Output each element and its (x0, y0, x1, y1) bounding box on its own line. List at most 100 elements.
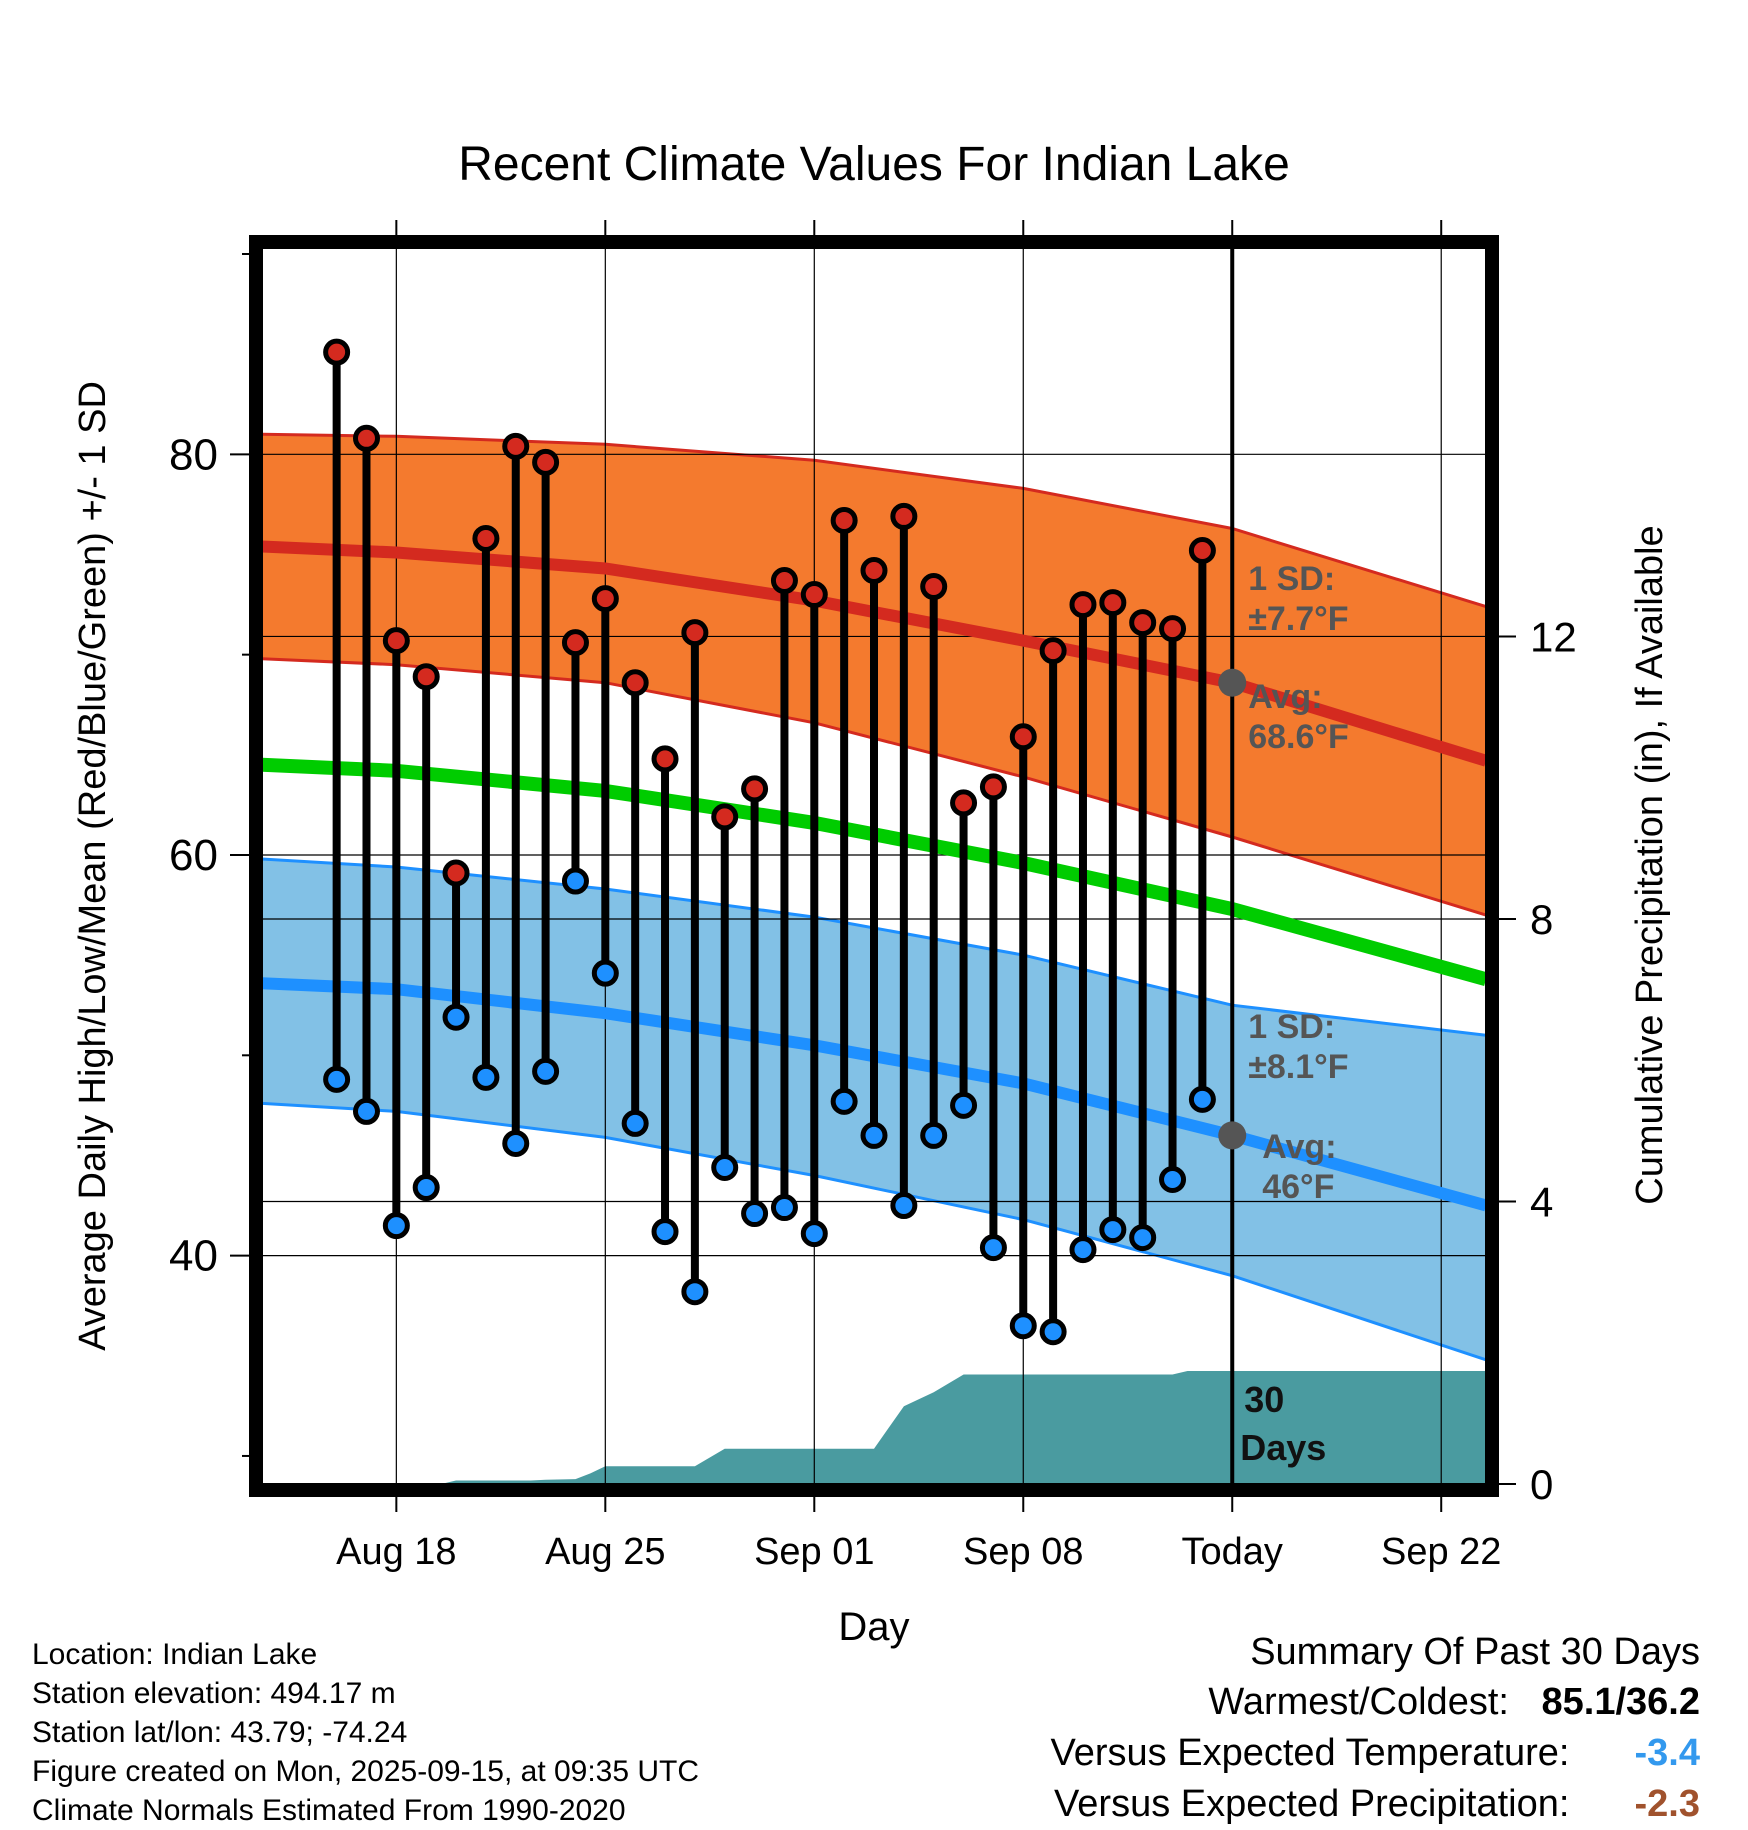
daily-high-point (800, 581, 828, 609)
high-sd-value: ±7.7°F (1248, 600, 1348, 638)
daily-low-point (830, 1087, 858, 1115)
daily-low-point (352, 1097, 380, 1125)
y-tick-label: 80 (169, 430, 218, 479)
x-tick-label: Sep 22 (1381, 1531, 1501, 1573)
daily-low-point (741, 1200, 769, 1228)
daily-low-point (472, 1063, 500, 1091)
daily-high-point (890, 502, 918, 530)
daily-high-point (412, 663, 440, 691)
daily-high-point (561, 629, 589, 657)
low-sd-value: ±8.1°F (1248, 1048, 1348, 1086)
daily-low-point (621, 1109, 649, 1137)
daily-low-point (1099, 1216, 1127, 1244)
daily-high-point (860, 557, 888, 585)
info-elevation: Station elevation: 494.17 m (32, 1677, 396, 1710)
daily-low-point (979, 1234, 1007, 1262)
daily-high-point (352, 424, 380, 452)
daily-low-point (1159, 1166, 1187, 1194)
daily-low-point (1009, 1312, 1037, 1340)
daily-high-point (1099, 589, 1127, 617)
daily-high-point (741, 775, 769, 803)
daily-high-point (1009, 723, 1037, 751)
daily-high-point (1039, 637, 1067, 665)
daily-high-point (591, 585, 619, 613)
y-tick-label: 40 (169, 1232, 218, 1281)
daily-high-point (1159, 615, 1187, 643)
daily-high-point (1129, 609, 1157, 637)
low-avg-value: 46°F (1262, 1168, 1334, 1206)
plot-frame (249, 235, 1499, 1497)
daily-high-point (920, 573, 948, 601)
daily-low-point (711, 1153, 739, 1181)
warm-cold-value: 85.1/36.2 (1541, 1681, 1700, 1723)
daily-high-point (681, 619, 709, 647)
high-avg-value: 68.6°F (1248, 718, 1349, 756)
low-sd-label: 1 SD: (1248, 1008, 1335, 1046)
x-tick-label: Aug 25 (545, 1531, 665, 1573)
y2-tick-label: 8 (1530, 896, 1553, 943)
daily-high-point (979, 773, 1007, 801)
summary-temp: Versus Expected Temperature: -3.4 (1051, 1728, 1700, 1779)
daily-low-point (800, 1220, 828, 1248)
plot-area (262, 248, 1486, 1484)
daily-low-point (681, 1278, 709, 1306)
temp-value: -3.4 (1634, 1732, 1700, 1774)
daily-low-point (770, 1194, 798, 1222)
info-created: Figure created on Mon, 2025-09-15, at 09… (32, 1755, 700, 1788)
y2-tick-label: 0 (1530, 1461, 1553, 1508)
today-high-marker (1218, 668, 1247, 697)
warm-cold-label: Warmest/Coldest: (1208, 1681, 1509, 1723)
daily-high-point (532, 448, 560, 476)
daily-high-point (502, 432, 530, 460)
summary-warm-cold: Warmest/Coldest: 85.1/36.2 (1051, 1677, 1700, 1728)
info-latlon: Station lat/lon: 43.79; -74.24 (32, 1716, 408, 1749)
y2-axis-label: Cumulative Precipitation (in), If Availa… (1629, 525, 1671, 1204)
daily-high-point (1188, 536, 1216, 564)
high-avg-label: Avg: (1248, 678, 1322, 716)
x-axis-label: Day (838, 1605, 909, 1649)
daily-high-point (1069, 591, 1097, 619)
chart-title: Recent Climate Values For Indian Lake (458, 138, 1290, 191)
daily-low-point (1188, 1085, 1216, 1113)
daily-high-point (382, 627, 410, 655)
y-axis-label: Average Daily High/Low/Mean (Red/Blue/Gr… (72, 381, 114, 1351)
summary-precip: Versus Expected Precipitation: -2.3 (1051, 1779, 1700, 1830)
daily-high-point (621, 669, 649, 697)
info-normals: Climate Normals Estimated From 1990-2020 (32, 1794, 626, 1827)
daily-low-point (591, 959, 619, 987)
daily-low-point (561, 867, 589, 895)
temp-label: Versus Expected Temperature: (1050, 1732, 1570, 1774)
today-low-marker (1218, 1121, 1247, 1150)
y2-tick-label: 12 (1530, 613, 1577, 660)
x-tick-label: Aug 18 (336, 1531, 456, 1573)
daily-low-point (860, 1121, 888, 1149)
daily-low-point (532, 1057, 560, 1085)
daily-low-point (1069, 1236, 1097, 1264)
days-label-word: Days (1240, 1427, 1326, 1468)
precip-value: -2.3 (1634, 1783, 1700, 1825)
daily-high-point (472, 524, 500, 552)
daily-high-point (651, 745, 679, 773)
daily-low-point (651, 1218, 679, 1246)
low-avg-label: Avg: (1262, 1128, 1336, 1166)
daily-high-point (950, 789, 978, 817)
y-tick-label: 60 (169, 831, 218, 880)
daily-high-point (323, 338, 351, 366)
summary-title: Summary Of Past 30 Days (1250, 1631, 1700, 1673)
y2-tick-label: 4 (1530, 1178, 1553, 1225)
daily-high-point (442, 859, 470, 887)
daily-high-point (830, 506, 858, 534)
daily-low-point (382, 1212, 410, 1240)
daily-low-point (1129, 1224, 1157, 1252)
days-label-number: 30 (1244, 1379, 1284, 1420)
x-tick-label: Sep 01 (754, 1531, 874, 1573)
daily-low-point (412, 1174, 440, 1202)
summary-panel: Summary Of Past 30 Days Warmest/Coldest:… (1051, 1627, 1700, 1830)
daily-low-point (950, 1091, 978, 1119)
daily-high-point (711, 803, 739, 831)
daily-low-point (323, 1065, 351, 1093)
precip-label: Versus Expected Precipitation: (1054, 1783, 1570, 1825)
daily-low-point (890, 1192, 918, 1220)
station-info: Location: Indian Lake Station elevation:… (32, 1635, 699, 1830)
